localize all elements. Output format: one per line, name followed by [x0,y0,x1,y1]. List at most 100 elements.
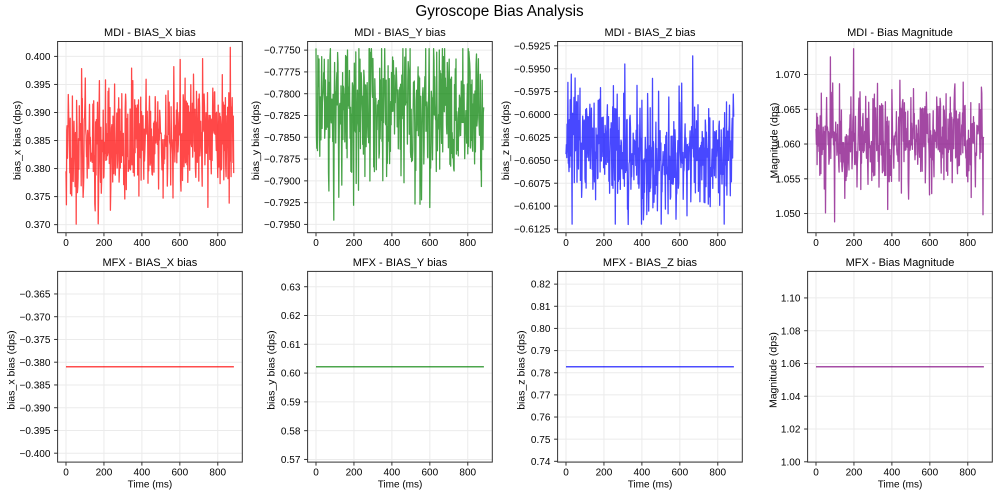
svg-text:1.04: 1.04 [781,392,801,403]
svg-text:600: 600 [921,238,938,249]
svg-text:MDI - Bias Magnitude: MDI - Bias Magnitude [847,27,953,39]
svg-text:−0.6100: −0.6100 [514,202,551,213]
svg-text:0.59: 0.59 [281,397,301,408]
svg-text:−0.6000: −0.6000 [514,110,551,121]
svg-text:−0.5975: −0.5975 [514,87,551,98]
svg-text:200: 200 [846,467,863,478]
svg-text:Time (ms): Time (ms) [628,480,673,491]
svg-text:0.57: 0.57 [281,455,301,466]
svg-text:0.395: 0.395 [25,80,50,91]
svg-text:0: 0 [563,238,569,249]
svg-text:600: 600 [171,467,188,478]
svg-text:Magnitude (dps): Magnitude (dps) [769,103,781,179]
svg-text:Magnitude (dps): Magnitude (dps) [768,332,780,408]
svg-text:800: 800 [709,467,726,478]
svg-text:−0.7750: −0.7750 [264,46,301,57]
svg-text:800: 800 [709,238,726,249]
svg-text:Gyroscope Bias Analysis: Gyroscope Bias Analysis [415,3,584,20]
svg-text:Time (ms): Time (ms) [878,480,923,491]
svg-text:0.385: 0.385 [25,136,50,147]
svg-text:400: 400 [884,238,901,249]
svg-text:bias_x bias (dps): bias_x bias (dps) [11,101,23,180]
svg-text:800: 800 [459,238,476,249]
svg-text:0.81: 0.81 [531,302,551,313]
svg-text:0: 0 [813,467,819,478]
svg-text:800: 800 [959,238,976,249]
svg-text:0.62: 0.62 [281,311,301,322]
svg-text:bias_z bias (dps): bias_z bias (dps) [500,101,512,180]
svg-text:Time (ms): Time (ms) [378,480,423,491]
svg-text:MDI - BIAS_Y bias: MDI - BIAS_Y bias [354,27,446,39]
svg-text:−0.6075: −0.6075 [514,179,551,190]
svg-text:−0.5925: −0.5925 [514,41,551,52]
svg-text:0.76: 0.76 [531,413,551,424]
svg-text:800: 800 [459,467,476,478]
svg-text:MDI - BIAS_Z bias: MDI - BIAS_Z bias [604,27,696,39]
svg-text:−0.400: −0.400 [20,449,51,460]
svg-text:1.02: 1.02 [781,425,801,436]
svg-text:−0.7775: −0.7775 [264,68,301,79]
svg-text:0.390: 0.390 [25,108,50,119]
svg-text:1.070: 1.070 [775,70,800,81]
svg-text:800: 800 [959,467,976,478]
svg-text:600: 600 [671,467,688,478]
svg-text:0: 0 [313,467,319,478]
svg-text:MFX - Bias Magnitude: MFX - Bias Magnitude [846,257,955,269]
svg-text:600: 600 [921,467,938,478]
svg-text:0.79: 0.79 [531,346,551,357]
svg-text:−0.7850: −0.7850 [264,133,301,144]
svg-text:0: 0 [813,238,819,249]
svg-text:0.400: 0.400 [25,52,50,63]
svg-text:200: 200 [346,467,363,478]
svg-text:0.78: 0.78 [531,368,551,379]
svg-text:1.065: 1.065 [775,105,800,116]
svg-text:1.050: 1.050 [775,209,800,220]
svg-text:400: 400 [634,467,651,478]
svg-text:−0.7900: −0.7900 [264,176,301,187]
svg-text:−0.7825: −0.7825 [264,111,301,122]
svg-text:−0.7950: −0.7950 [264,220,301,231]
svg-text:MFX - BIAS_Y bias: MFX - BIAS_Y bias [353,257,448,269]
svg-text:−0.390: −0.390 [20,403,51,414]
svg-text:−0.380: −0.380 [20,358,51,369]
svg-text:600: 600 [421,238,438,249]
svg-text:−0.365: −0.365 [20,290,51,301]
svg-text:MFX - BIAS_Z bias: MFX - BIAS_Z bias [603,257,698,269]
svg-text:400: 400 [884,467,901,478]
svg-text:1.055: 1.055 [775,174,800,185]
svg-text:1.10: 1.10 [781,294,801,305]
svg-text:400: 400 [134,238,151,249]
svg-text:1.06: 1.06 [781,359,801,370]
svg-text:0: 0 [63,238,69,249]
svg-text:−0.7875: −0.7875 [264,155,301,166]
svg-text:0.77: 0.77 [531,390,551,401]
svg-text:−0.370: −0.370 [20,312,51,323]
svg-text:0: 0 [63,467,69,478]
svg-text:MFX - BIAS_X bias: MFX - BIAS_X bias [103,257,198,269]
svg-text:1.00: 1.00 [781,457,801,468]
svg-text:0: 0 [563,467,569,478]
svg-text:200: 200 [846,238,863,249]
svg-text:400: 400 [384,238,401,249]
svg-text:−0.7800: −0.7800 [264,89,301,100]
svg-text:200: 200 [346,238,363,249]
svg-text:600: 600 [171,238,188,249]
svg-text:−0.6050: −0.6050 [514,156,551,167]
svg-text:bias_x bias (dps): bias_x bias (dps) [5,330,17,409]
svg-text:−0.6025: −0.6025 [514,133,551,144]
svg-text:600: 600 [421,467,438,478]
svg-text:800: 800 [209,238,226,249]
svg-text:0.375: 0.375 [25,192,50,203]
svg-text:0.380: 0.380 [25,164,50,175]
svg-text:0.63: 0.63 [281,282,301,293]
svg-text:200: 200 [96,238,113,249]
svg-text:1.060: 1.060 [775,140,800,151]
svg-text:bias_z bias (dps): bias_z bias (dps) [516,330,528,409]
svg-text:400: 400 [134,467,151,478]
svg-text:−0.5950: −0.5950 [514,64,551,75]
svg-text:Time (ms): Time (ms) [128,480,173,491]
svg-text:800: 800 [209,467,226,478]
svg-text:0.61: 0.61 [281,340,301,351]
svg-text:400: 400 [634,238,651,249]
svg-text:−0.395: −0.395 [20,426,51,437]
